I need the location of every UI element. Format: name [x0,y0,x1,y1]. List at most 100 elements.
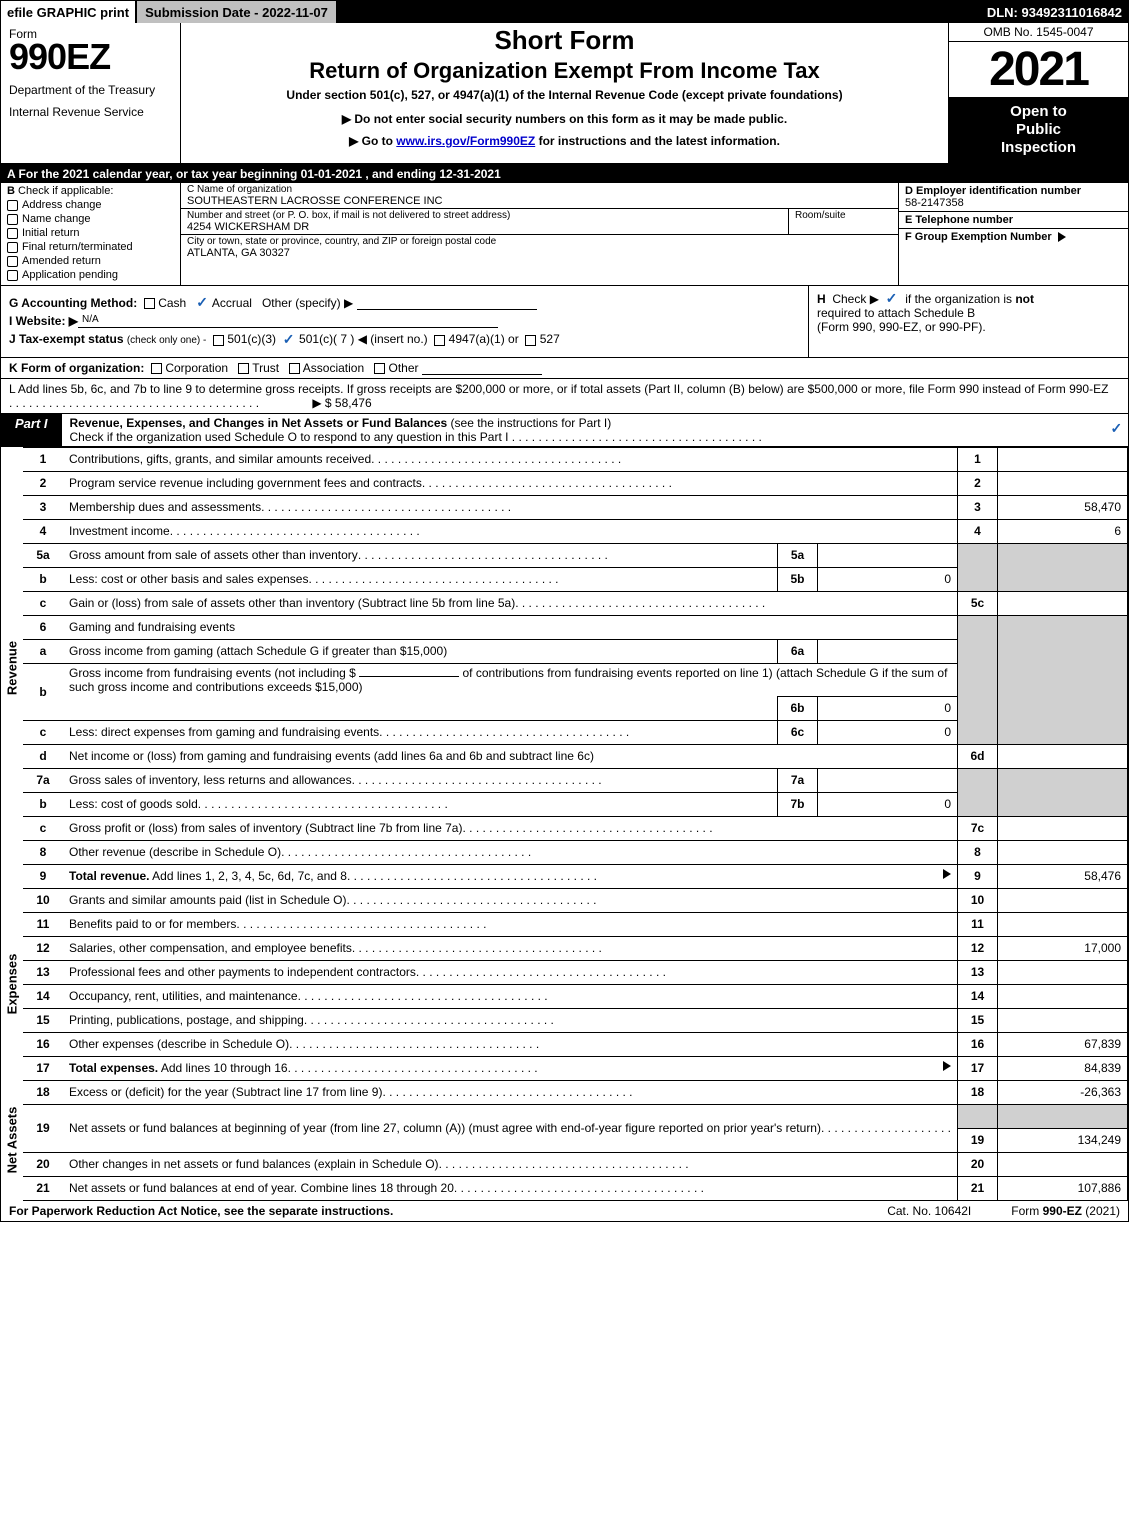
open-line3: Inspection [1001,139,1076,156]
line-num: c [23,591,63,615]
footer-form-ref: Form 990-EZ (2021) [1011,1204,1120,1218]
line-15-desc: Printing, publications, postage, and shi… [69,1013,304,1027]
line-right-val [998,447,1128,471]
checkbox-cash[interactable] [144,298,155,309]
website-field[interactable]: N/A [78,314,498,328]
footer-cat-no: Cat. No. 10642I [847,1204,1011,1218]
part-i-checkbox[interactable] [1106,414,1128,446]
checkbox-label: Amended return [22,255,101,267]
dots-filler [261,500,951,514]
sub-val [818,768,958,792]
table-row: 7a Gross sales of inventory, less return… [1,768,1128,792]
line-17-rest: Add lines 10 through 16 [158,1061,287,1075]
line-right-num: 15 [958,1008,998,1032]
checkbox-trust[interactable] [238,363,249,374]
line-17-bold: Total expenses. [69,1061,158,1075]
section-j: J Tax-exempt status (check only one) - 5… [9,332,800,346]
header-right: OMB No. 1545-0047 2021 Open to Public In… [948,23,1128,163]
other-specify-field[interactable] [357,296,537,310]
line-right-num: 2 [958,471,998,495]
line-right-val [998,471,1128,495]
line-desc: Gross income from gaming (attach Schedul… [63,639,778,663]
line-right-num: 21 [958,1176,998,1200]
telephone-label: E Telephone number [905,214,1122,226]
line-desc-cont [63,696,778,720]
line-desc: Gain or (loss) from sale of assets other… [63,591,958,615]
line-12-desc: Salaries, other compensation, and employ… [69,941,352,955]
checkbox-icon [7,200,18,211]
table-row: c Gain or (loss) from sale of assets oth… [1,591,1128,615]
line-num: 11 [23,912,63,936]
checkbox-other-org[interactable] [374,363,385,374]
table-row: 5a Gross amount from sale of assets othe… [1,543,1128,567]
line-num: 1 [23,447,63,471]
j-o3: 4947(a)(1) or [449,332,519,346]
line-num: d [23,744,63,768]
line-right-val: 107,886 [998,1176,1128,1200]
l-amount: ▶ $ 58,476 [312,396,371,410]
table-row: 6 Gaming and fundraising events [1,615,1128,639]
checkbox-final-return[interactable]: Final return/terminated [7,241,174,253]
checkbox-label: Initial return [22,227,79,239]
checkbox-501c3[interactable] [213,335,224,346]
dots-filler [170,524,951,538]
line-10-desc: Grants and similar amounts paid (list in… [69,893,346,907]
shaded-cell [998,615,1128,744]
checkbox-amended-return[interactable]: Amended return [7,255,174,267]
table-row: 20 Other changes in net assets or fund b… [1,1152,1128,1176]
line-num: 2 [23,471,63,495]
line-num: 19 [23,1104,63,1152]
checkbox-4947[interactable] [434,335,445,346]
sections-g-h-i-j: G Accounting Method: Cash Accrual Other … [1,286,1128,358]
h-text2: if the organization is [905,292,1015,306]
checkbox-501c-checked[interactable] [283,334,296,347]
efile-print-label[interactable]: efile GRAPHIC print [1,1,135,23]
checkbox-initial-return[interactable]: Initial return [7,227,174,239]
line-5b-desc: Less: cost or other basis and sales expe… [69,572,308,586]
j-o1: 501(c)(3) [227,332,276,346]
form-title: Return of Organization Exempt From Incom… [189,58,940,84]
dots-filler [289,1037,951,1051]
group-exemption-label: F Group Exemption Number [905,231,1052,243]
other-org-field[interactable] [422,361,542,375]
line-num: 7a [23,768,63,792]
checkbox-label: Application pending [22,269,118,281]
line-num: c [23,816,63,840]
line-right-val: 58,470 [998,495,1128,519]
line-right-num: 14 [958,984,998,1008]
checkbox-icon [7,242,18,253]
checkbox-accrual-checked[interactable] [196,297,209,310]
line-desc: Less: cost of goods sold [63,792,778,816]
line-num: 9 [23,864,63,888]
check-icon [1111,423,1124,436]
line-desc: Less: direct expenses from gaming and fu… [63,720,778,744]
checkbox-corporation[interactable] [151,363,162,374]
line-right-num: 5c [958,591,998,615]
checkbox-association[interactable] [289,363,300,374]
section-k: K Form of organization: Corporation Trus… [1,358,1128,379]
checkbox-icon [7,270,18,281]
line-desc: Net assets or fund balances at end of ye… [63,1176,958,1200]
checkbox-label: Name change [22,213,91,225]
checkbox-address-change[interactable]: Address change [7,199,174,211]
line-desc: Investment income [63,519,958,543]
line-3-desc: Membership dues and assessments [69,500,261,514]
checkbox-name-change[interactable]: Name change [7,213,174,225]
part-i-paren: (see the instructions for Part I) [451,416,612,430]
sub-label: 5a [778,543,818,567]
section-i: I Website: ▶N/A [9,314,800,328]
contrib-amount-field[interactable] [359,676,459,677]
checkbox-application-pending[interactable]: Application pending [7,269,174,281]
dots-filler [379,725,771,739]
table-row: 11 Benefits paid to or for members 11 [1,912,1128,936]
arrow-icon [943,869,951,879]
section-h: H Check ▶ if the organization is not req… [808,286,1128,357]
section-f: F Group Exemption Number [899,229,1128,285]
part-i-title: Revenue, Expenses, and Changes in Net As… [70,416,448,430]
checkbox-527[interactable] [525,335,536,346]
line-desc: Net assets or fund balances at beginning… [63,1104,958,1152]
checkbox-schedule-b-checked[interactable] [886,293,899,306]
privacy-notice: ▶ Do not enter social security numbers o… [189,112,940,126]
line-20-desc: Other changes in net assets or fund bala… [69,1157,439,1171]
irs-link[interactable]: www.irs.gov/Form990EZ [396,134,535,148]
